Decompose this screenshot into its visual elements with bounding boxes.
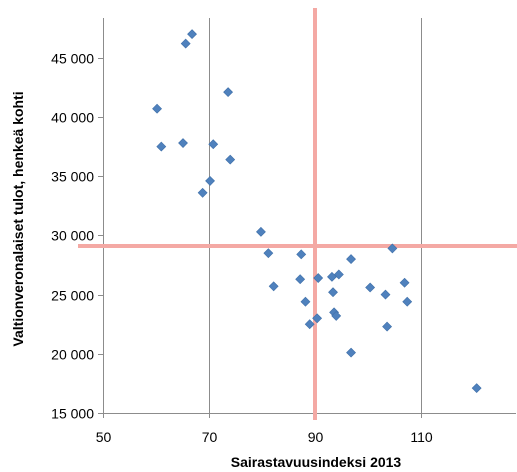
y-tick-label: 30 000 [51, 228, 94, 244]
x-tick-label: 50 [96, 429, 112, 445]
data-point [346, 254, 356, 265]
y-tick-label: 40 000 [51, 110, 94, 126]
x-tick-labels: 50 70 90 110 [96, 429, 433, 445]
data-point [268, 281, 279, 292]
axes [98, 18, 516, 418]
data-point [471, 383, 482, 394]
data-point [387, 243, 398, 254]
grid-layer [209, 18, 422, 413]
data-point [223, 87, 234, 98]
data-point [365, 282, 376, 293]
data-point [331, 310, 342, 321]
data-point [300, 296, 311, 307]
data-point [399, 277, 410, 288]
data-point [263, 248, 274, 259]
data-point [205, 176, 215, 186]
y-tick-label: 15 000 [51, 406, 94, 422]
data-point [402, 296, 413, 307]
data-point [380, 289, 391, 300]
data-point [178, 138, 188, 148]
data-point [225, 154, 236, 165]
data-point [313, 273, 324, 283]
data-point [346, 347, 356, 358]
y-tick-labels: 15 000 20 000 25 000 30 000 35 000 40 000 45 0… [51, 51, 94, 422]
data-point [312, 313, 323, 324]
y-tick-label: 45 000 [51, 51, 94, 67]
x-tick-label: 70 [202, 429, 218, 445]
y-tick-label: 35 000 [51, 169, 94, 185]
data-point [197, 187, 208, 198]
y-axis-title: Valtionveronalaiset tulot, henkeä kohti [10, 91, 26, 346]
y-tick-label: 25 000 [51, 288, 94, 304]
x-tick-label: 90 [308, 429, 324, 445]
y-tick-label: 20 000 [51, 347, 94, 363]
data-point [256, 226, 266, 237]
data-point [328, 287, 338, 298]
data-point [295, 274, 306, 285]
x-tick-label: 110 [410, 429, 433, 445]
data-point [152, 103, 162, 114]
data-point [156, 141, 167, 152]
data-point [304, 319, 315, 330]
data-points [152, 29, 482, 394]
reference-lines [78, 8, 517, 420]
x-axis-title: Sairastavuusindeksi 2013 [231, 454, 402, 470]
data-point [180, 38, 191, 49]
data-point [382, 321, 393, 332]
data-point [187, 29, 197, 40]
data-point [296, 249, 307, 260]
data-point [333, 269, 344, 280]
data-point [208, 139, 219, 150]
